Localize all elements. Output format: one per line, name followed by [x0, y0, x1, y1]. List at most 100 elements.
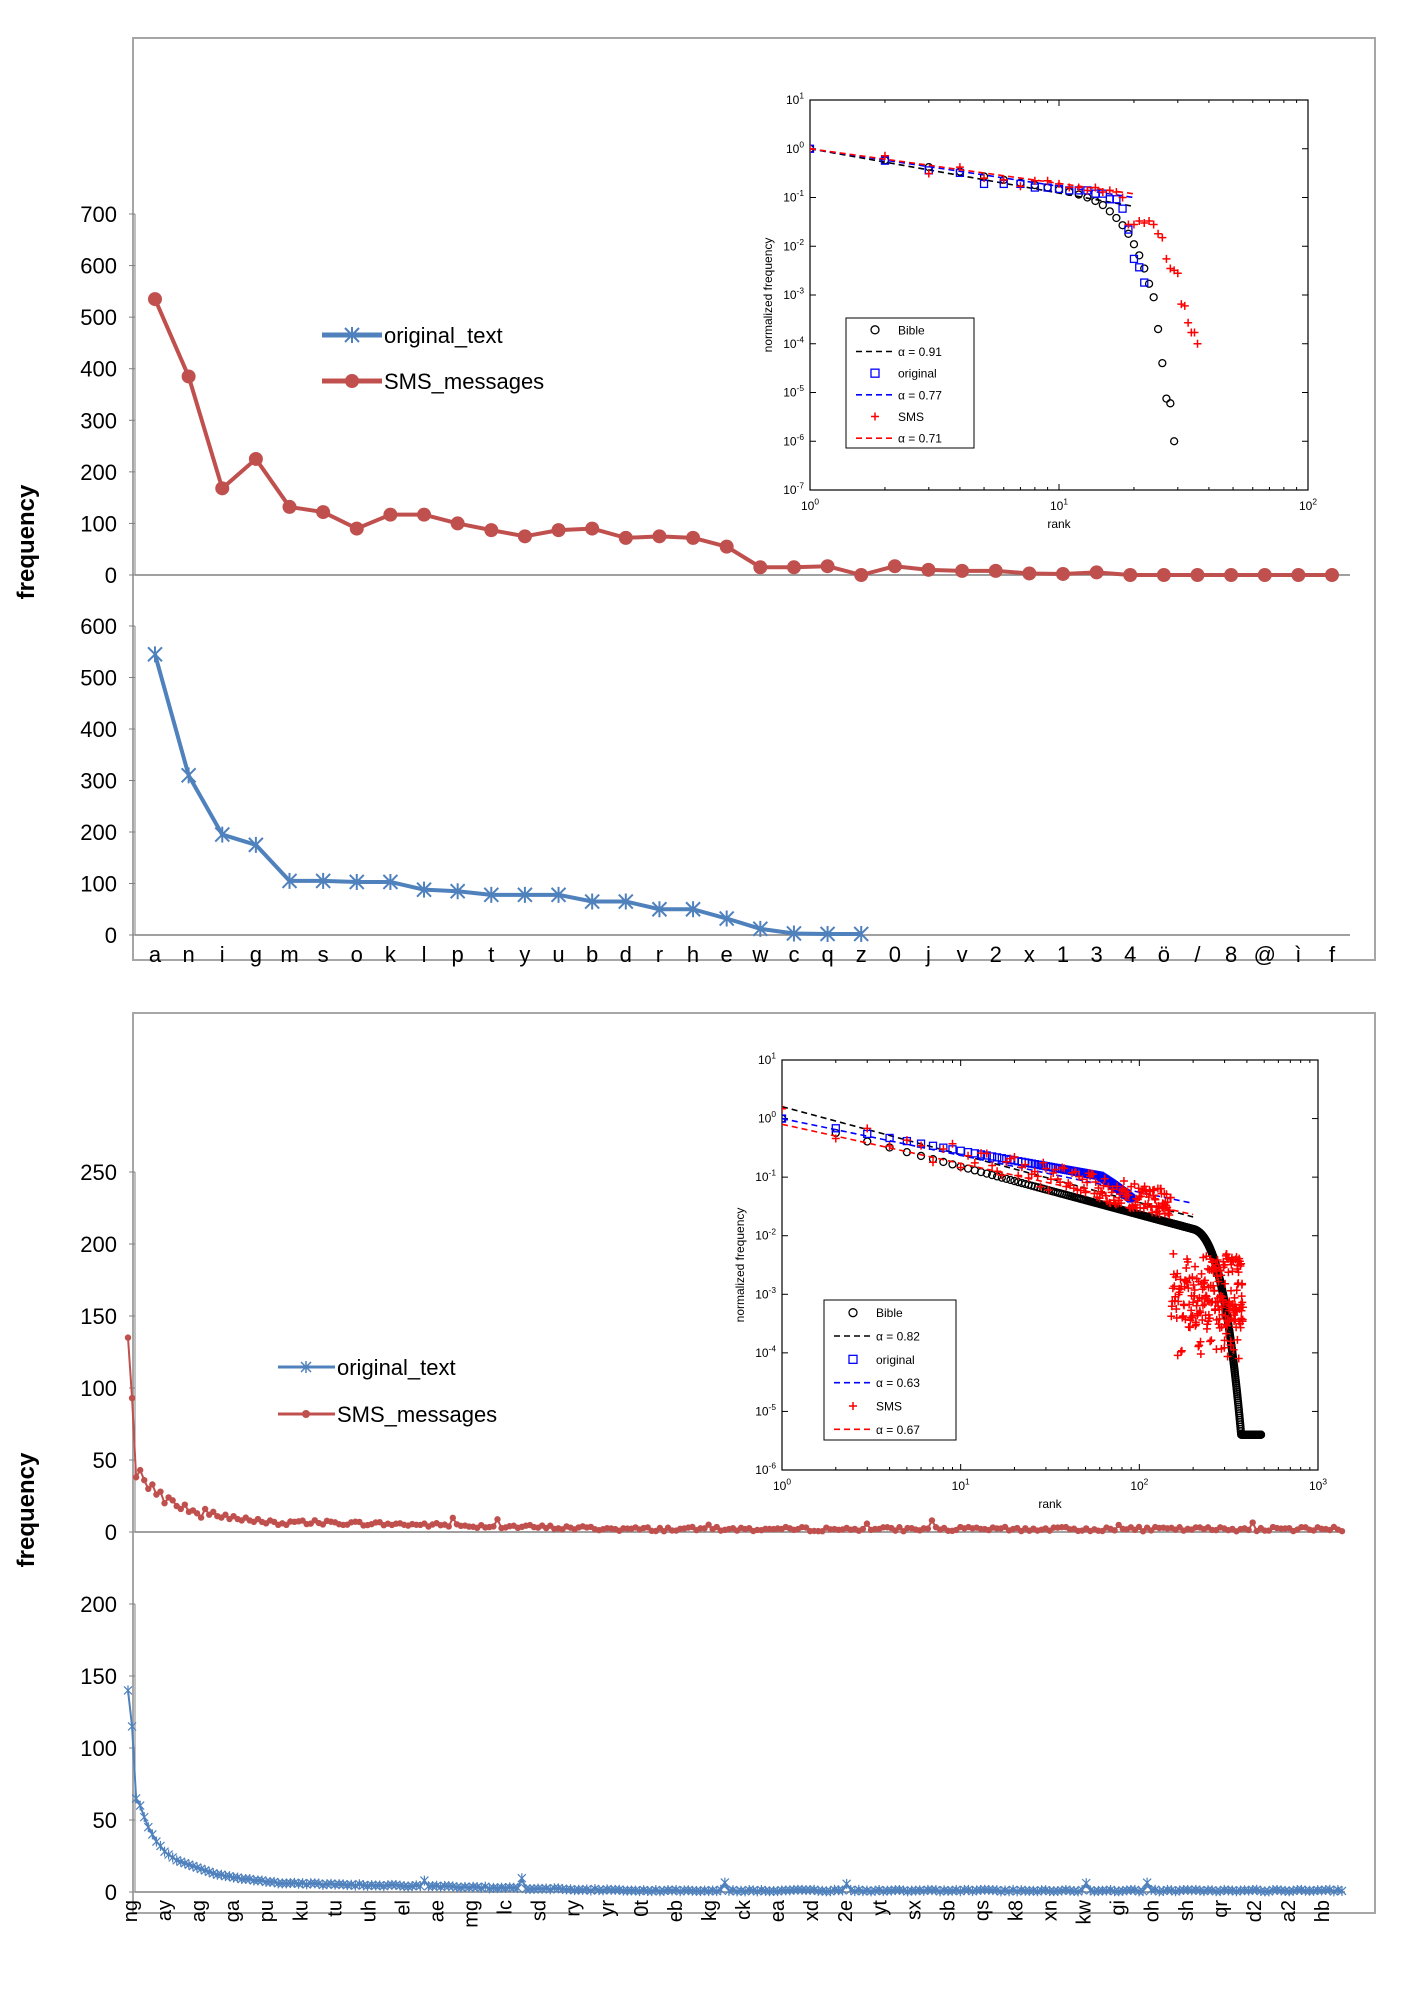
inset-plus-point: [1139, 1204, 1148, 1213]
figure2-sms-panel: 0 50 100 150 200 250: [80, 1160, 1346, 1545]
inset-plus-point: [1036, 1182, 1045, 1191]
inset-plus-point: [1171, 1273, 1180, 1282]
inset-plus-point: [1041, 1164, 1050, 1173]
x-tick-label: j: [925, 942, 931, 967]
inset-plus-point: [1183, 1278, 1192, 1287]
inset-plus-point: [1172, 1305, 1181, 1313]
x-tick-label: t: [488, 942, 494, 967]
x-tick-label: sh: [1176, 1900, 1198, 1921]
x-tick-label: d2: [1244, 1900, 1266, 1922]
sms-point: [349, 521, 364, 536]
original-point: [1142, 1877, 1152, 1888]
inset-plus-point: [1220, 1343, 1229, 1352]
inset-plus-point: [1214, 1277, 1223, 1286]
inset-circle-point: [1118, 221, 1127, 230]
inset-y-tick-label: 100: [786, 139, 804, 155]
inset-plus-point: [1169, 1249, 1178, 1258]
figure1-frame: [132, 37, 1376, 961]
x-tick-label: n: [183, 942, 195, 967]
inset-y-tick-label: 10-5: [755, 1402, 776, 1418]
y-tick-label: 250: [80, 1160, 117, 1185]
inset-square-point: [1135, 263, 1144, 272]
inset-plus-point: [1231, 1315, 1240, 1324]
inset-y-tick-label: 10-6: [755, 1461, 776, 1477]
inset-plus-point: [1184, 318, 1193, 327]
inset-plus-point: [1162, 254, 1171, 263]
y-tick-label: 0: [105, 563, 117, 588]
inset-plus-point: [1079, 1184, 1088, 1193]
original-point: [281, 872, 298, 889]
inset-square-point: [885, 1133, 894, 1143]
inset-y-tick-label: 101: [758, 1051, 776, 1067]
inset-y-tick-label: 10-6: [783, 432, 804, 448]
x-tick-label: o: [351, 942, 363, 967]
y-tick-label: 0: [105, 1880, 117, 1905]
inset-fit-line: [782, 1123, 1194, 1216]
original-point: [180, 767, 197, 784]
legend-marker-original: [344, 327, 360, 343]
original-point: [618, 893, 634, 910]
x-tick-label: @: [1254, 942, 1276, 967]
original-point: [160, 1846, 169, 1857]
x-tick-label: ae: [427, 1900, 449, 1922]
inset-circle-point: [1002, 1174, 1011, 1184]
original-point: [752, 920, 769, 937]
x-tick-label: v: [957, 942, 968, 967]
original-line: [153, 653, 862, 936]
sms-point: [1190, 568, 1205, 582]
inset-plus-point: [1196, 1308, 1205, 1317]
y-tick-label: 0: [105, 923, 117, 948]
sms-point: [585, 521, 600, 536]
sms-point: [210, 1508, 217, 1516]
inset-legend-marker: [848, 1354, 858, 1364]
inset-plus-point: [1117, 1199, 1126, 1208]
inset-circle-point: [1166, 399, 1175, 408]
inset-circle-point: [916, 1151, 926, 1161]
x-tick-label: 2e: [835, 1900, 857, 1922]
inset-plus-point: [1119, 1176, 1128, 1185]
sms-point: [141, 1476, 148, 1484]
original-point: [164, 1849, 174, 1860]
inset-plus-point: [1217, 1271, 1226, 1280]
inset-y-label: normalized frequency: [733, 1208, 747, 1323]
inset-plus-point: [1016, 182, 1025, 191]
inset-plus-point: [1095, 1194, 1104, 1203]
x-tick-label: kw: [1074, 1899, 1096, 1924]
y-tick-label: 100: [80, 511, 117, 536]
y-tick-label: 200: [80, 1592, 117, 1617]
sms-point: [1249, 1519, 1256, 1526]
inset-square-point: [1118, 204, 1127, 213]
y-tick-label: 50: [93, 1448, 117, 1473]
inset-plus-point: [1130, 1179, 1139, 1188]
sms-point: [177, 1505, 184, 1513]
sms-point: [316, 505, 331, 520]
sms-point: [1135, 1523, 1143, 1531]
inset-plus-point: [1099, 1181, 1108, 1190]
inset-plus-point: [1150, 1185, 1159, 1194]
x-tick-label: i: [220, 942, 225, 967]
inset-fit-line: [810, 147, 1135, 195]
x-tick-label: sb: [937, 1900, 959, 1921]
x-tick-label: uh: [358, 1900, 380, 1922]
inset-plus-point: [1233, 1335, 1242, 1344]
x-tick-label: xn: [1040, 1900, 1062, 1921]
x-tick-label: ga: [222, 1899, 244, 1922]
inset-plus-point: [1039, 1158, 1048, 1167]
sms-point: [201, 1505, 209, 1513]
x-tick-label: s: [318, 942, 329, 967]
sms-point: [618, 530, 633, 545]
sms-point: [786, 560, 801, 575]
inset-circle-point: [1006, 1175, 1015, 1185]
sms-point: [686, 530, 701, 545]
sms-point: [955, 563, 970, 578]
sms-point: [924, 1525, 932, 1532]
legend-marker-sms: [302, 1410, 310, 1418]
inset-plus-point: [1177, 300, 1186, 309]
figure2-legend: original_text SMS_messages: [278, 1355, 497, 1427]
original-point: [584, 893, 600, 910]
inset-y-label: normalized frequency: [761, 238, 775, 353]
x-tick-label: ö: [1158, 942, 1170, 967]
inset-plus-point: [999, 175, 1008, 184]
inset-plus-point: [1237, 1306, 1246, 1315]
inset-plus-point: [782, 1104, 786, 1113]
